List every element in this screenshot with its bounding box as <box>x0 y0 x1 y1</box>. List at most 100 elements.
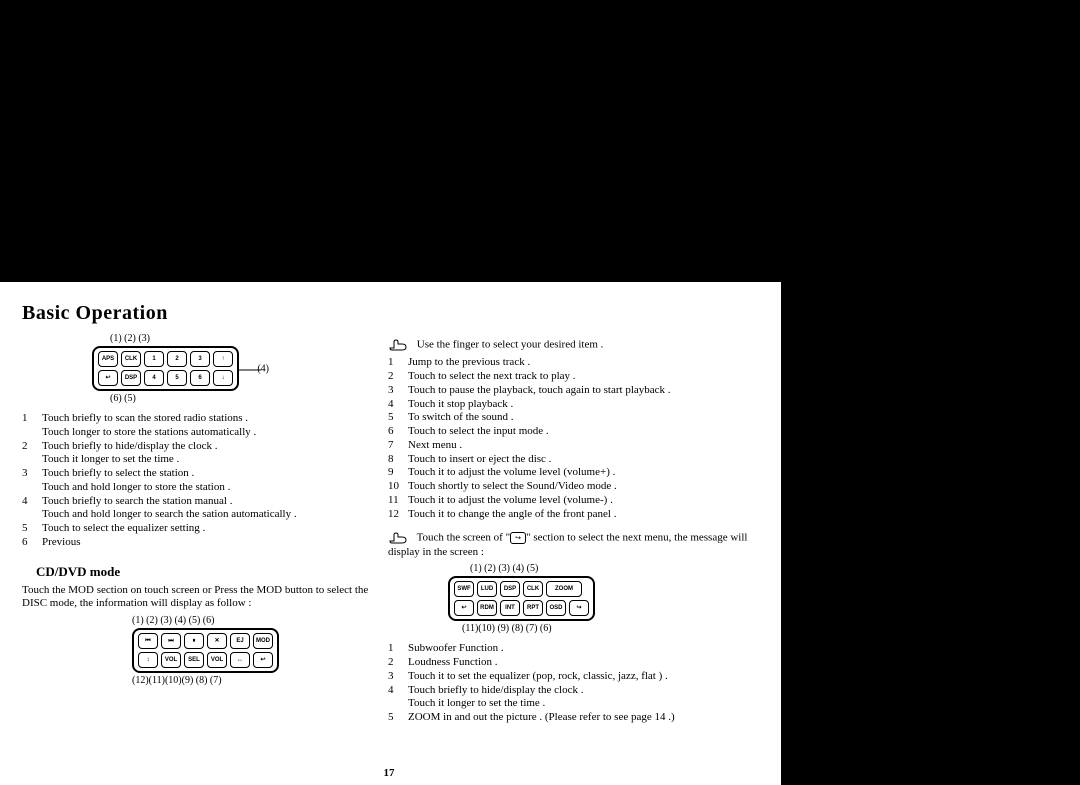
panel-button: DSP <box>121 370 141 386</box>
panel-button: INT <box>500 600 520 616</box>
instruction-text: Touch to select the next track to play . <box>408 370 758 384</box>
instruction-text: Touch to select the equalizer setting . <box>42 522 370 536</box>
page-separator <box>778 282 781 785</box>
panel-button: LUD <box>477 581 497 597</box>
panel-button: SWF <box>454 581 474 597</box>
instruction-item: 2Loudness Function . <box>388 656 758 670</box>
panel-button: ⏸ <box>184 633 204 649</box>
panel-button: ↕ <box>138 652 158 668</box>
panel-button: ✕ <box>207 633 227 649</box>
panel-button: VOL <box>207 652 227 668</box>
instruction-text: Subwoofer Function . <box>408 642 758 656</box>
hand-intro-text: Use the finger to select your desired it… <box>417 339 604 351</box>
instruction-number: 6 <box>22 536 36 550</box>
instruction-number: 5 <box>388 711 402 725</box>
instruction-item: 1Touch briefly to scan the stored radio … <box>22 412 370 440</box>
instruction-number: 10 <box>388 480 402 494</box>
leader-line <box>239 369 265 371</box>
instruction-number: 5 <box>22 522 36 536</box>
instruction-number: 9 <box>388 466 402 480</box>
instruction-text: Touch to insert or eject the disc . <box>408 453 758 467</box>
instruction-item: 11Touch it to adjust the volume level (v… <box>388 494 758 508</box>
panel-button: RPT <box>523 600 543 616</box>
instruction-number: 2 <box>388 656 402 670</box>
instruction-number: 11 <box>388 494 402 508</box>
instruction-item: 2Touch briefly to hide/display the clock… <box>22 440 370 468</box>
instruction-number: 4 <box>388 684 402 712</box>
instruction-number: 2 <box>388 370 402 384</box>
panel-button: ↩ <box>98 370 118 386</box>
instruction-text: Touch it to set the equalizer (pop, rock… <box>408 670 758 684</box>
right-column: Use the finger to select your desired it… <box>388 334 758 725</box>
panel-button: EJ <box>230 633 250 649</box>
panel-button: APS <box>98 351 118 367</box>
instruction-text: Touch it to change the angle of the fron… <box>408 508 758 522</box>
instruction-text: To switch of the sound . <box>408 411 758 425</box>
instruction-number: 5 <box>388 411 402 425</box>
panel-button: ⏮ <box>138 633 158 649</box>
instruction-text: Touch shortly to select the Sound/Video … <box>408 480 758 494</box>
instruction-text: Touch it stop playback . <box>408 398 758 412</box>
instruction-number: 12 <box>388 508 402 522</box>
instruction-number: 3 <box>388 384 402 398</box>
instruction-item: 10 Touch shortly to select the Sound/Vide… <box>388 480 758 494</box>
page-title: Basic Operation <box>22 302 370 325</box>
instruction-text: ZOOM in and out the picture . (Please re… <box>408 711 758 725</box>
panel-button: MOD <box>253 633 273 649</box>
instruction-item: 7Next menu . <box>388 439 758 453</box>
dia2-bot-labels: (12)(11)(10)(9) (8) (7) <box>132 675 370 686</box>
panel-button: ↩ <box>454 600 474 616</box>
radio-instructions-list: 1Touch briefly to scan the stored radio … <box>22 412 370 550</box>
page-number: 17 <box>0 767 778 779</box>
instruction-text: Touch to pause the playback, touch again… <box>408 384 758 398</box>
instruction-text: Touch briefly to search the station manu… <box>42 495 370 523</box>
instruction-text: Touch briefly to scan the stored radio s… <box>42 412 370 440</box>
instruction-item: 5 Touch to select the equalizer setting . <box>22 522 370 536</box>
instruction-item: 3 Touch to pause the playback, touch agai… <box>388 384 758 398</box>
panel-button: CLK <box>523 581 543 597</box>
instruction-item: 1 Subwoofer Function . <box>388 642 758 656</box>
instruction-item: 9 Touch it to adjust the volume level (vo… <box>388 466 758 480</box>
radio-panel-diagram: (1) (2) (3) APSCLK123↑↩DSP456↓ (4) (6) (… <box>92 333 370 404</box>
panel-button: ↔ <box>230 652 250 668</box>
manual-page: Basic Operation (1) (2) (3) APSCLK123↑↩D… <box>0 282 778 785</box>
note-text-a: Touch the screen of " <box>417 532 511 544</box>
left-column: Basic Operation (1) (2) (3) APSCLK123↑↩D… <box>22 302 370 694</box>
panel-button: CLK <box>121 351 141 367</box>
instruction-item: 6 Previous <box>22 536 370 550</box>
instruction-item: 5 ZOOM in and out the picture . (Please r… <box>388 711 758 725</box>
instruction-number: 1 <box>388 642 402 656</box>
instruction-number: 3 <box>22 467 36 495</box>
panel-button: 1 <box>144 351 164 367</box>
instruction-item: 6Touch to select the input mode . <box>388 425 758 439</box>
next-menu-icon: ↪ <box>510 532 526 544</box>
hand-icon <box>388 531 408 545</box>
panel-button: RDM <box>477 600 497 616</box>
instruction-number: 4 <box>22 495 36 523</box>
instruction-text: Touch briefly to hide/display the clock … <box>42 440 370 468</box>
instruction-number: 2 <box>22 440 36 468</box>
instruction-text: Touch briefly to select the station . To… <box>42 467 370 495</box>
panel-button: SEL <box>184 652 204 668</box>
panel-button: 6 <box>190 370 210 386</box>
panel-button: ZOOM <box>546 581 582 597</box>
instruction-item: 4Touch briefly to hide/display the clock… <box>388 684 758 712</box>
instruction-number: 6 <box>388 425 402 439</box>
instruction-item: 4 Touch it stop playback . <box>388 398 758 412</box>
instruction-number: 1 <box>388 356 402 370</box>
instruction-number: 4 <box>388 398 402 412</box>
panel-button: OSD <box>546 600 566 616</box>
panel-button: ↑ <box>213 351 233 367</box>
instruction-text: Previous <box>42 536 370 550</box>
panel-button: ⏭ <box>161 633 181 649</box>
instruction-item: 1Jump to the previous track . <box>388 356 758 370</box>
cd-dvd-intro: Touch the MOD section on touch screen or… <box>22 584 370 612</box>
instruction-text: Touch it to adjust the volume level (vol… <box>408 466 758 480</box>
instruction-item: 5 To switch of the sound . <box>388 411 758 425</box>
instruction-number: 7 <box>388 439 402 453</box>
instruction-text: Touch briefly to hide/display the clock … <box>408 684 758 712</box>
panel-button: 3 <box>190 351 210 367</box>
menu-instructions-list: 1 Subwoofer Function .2Loudness Function … <box>388 642 758 725</box>
panel-button: ↓ <box>213 370 233 386</box>
next-menu-note: Touch the screen of "↪" section to selec… <box>388 531 758 559</box>
